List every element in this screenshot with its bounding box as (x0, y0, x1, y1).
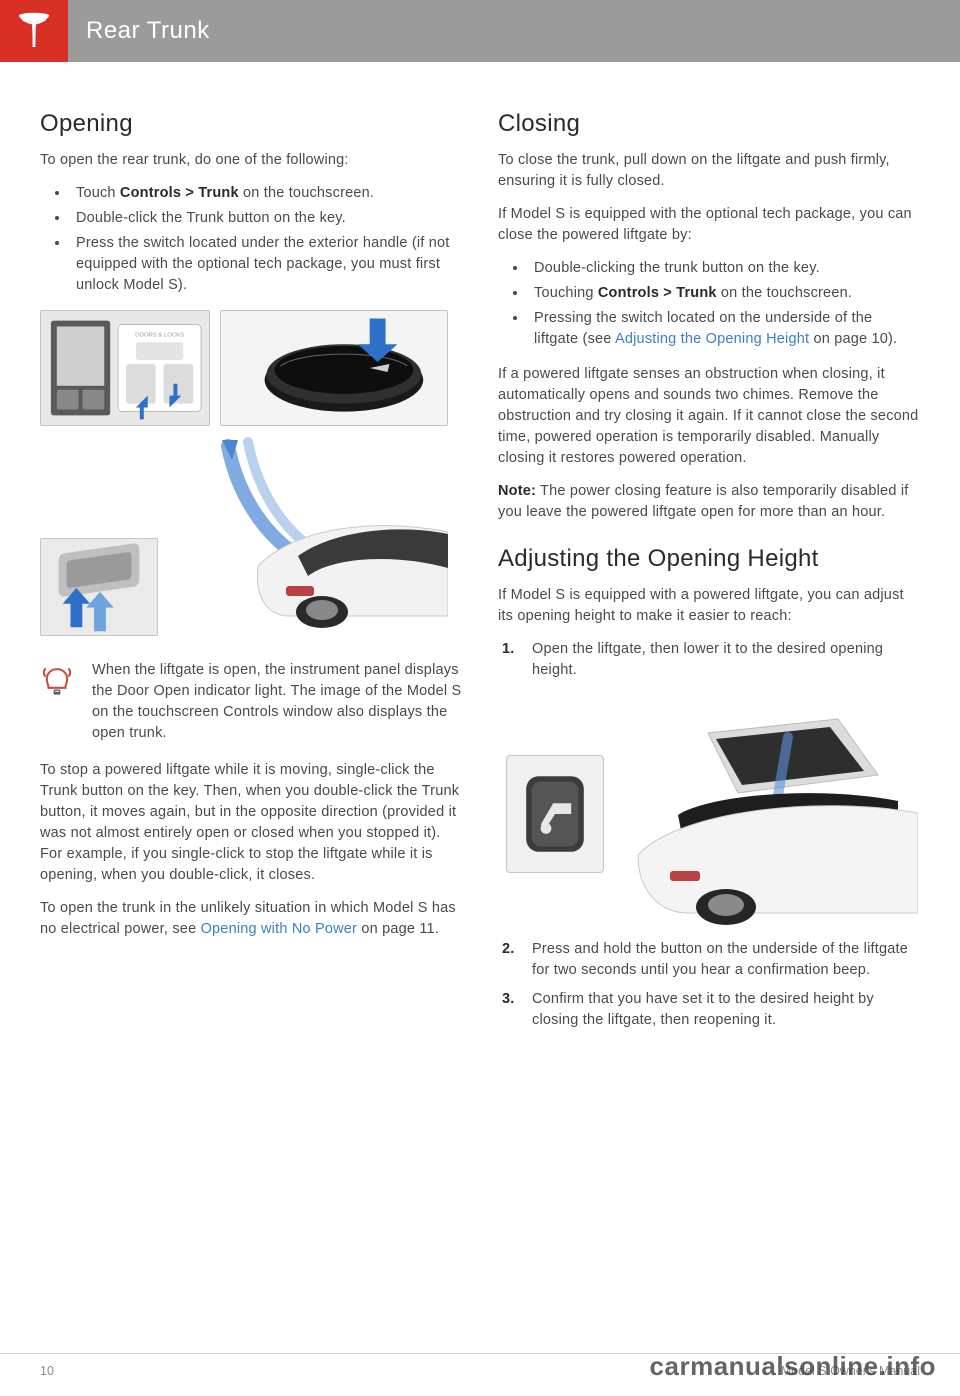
note-para: Note: The power closing feature is also … (498, 481, 920, 523)
stop-liftgate-para: To stop a powered liftgate while it is m… (40, 760, 462, 886)
adjust-steps: Open the liftgate, then lower it to the … (498, 639, 920, 681)
opening-figures: DOORS & LOCKS (40, 310, 462, 636)
figure-car-rear (158, 436, 448, 636)
adjust-step-3: Confirm that you have set it to the desi… (498, 989, 920, 1031)
adjust-intro: If Model S is equipped with a powered li… (498, 585, 920, 627)
opening-bullets: Touch Controls > Trunk on the touchscree… (40, 183, 462, 296)
figure-touchscreen: DOORS & LOCKS (40, 310, 210, 426)
heading-adjusting: Adjusting the Opening Height (498, 545, 920, 573)
no-power-para: To open the trunk in the unlikely situat… (40, 898, 462, 940)
right-column: Closing To close the trunk, pull down on… (498, 110, 920, 1045)
opening-bullet-3: Press the switch located under the exter… (70, 233, 462, 296)
manual-title: Model S Owner's Manual (781, 1364, 920, 1378)
left-column: Opening To open the rear trunk, do one o… (40, 110, 462, 1045)
page-header: Rear Trunk (0, 0, 960, 62)
figure-liftgate-button-inset (506, 755, 604, 873)
opening-bullet-1: Touch Controls > Trunk on the touchscree… (70, 183, 462, 204)
figure-key-fob (220, 310, 448, 426)
heading-opening: Opening (40, 110, 462, 138)
link-adjusting-height[interactable]: Adjusting the Opening Height (615, 331, 809, 347)
tesla-t-icon (15, 12, 53, 50)
closing-intro: To close the trunk, pull down on the lif… (498, 150, 920, 192)
note-label: Note: (498, 483, 536, 499)
obstruction-para: If a powered liftgate senses an obstruct… (498, 364, 920, 469)
adjust-steps-cont: Press and hold the button on the undersi… (498, 939, 920, 1031)
tesla-logo-icon (0, 0, 68, 62)
closing-bullet-1: Double-clicking the trunk button on the … (528, 258, 920, 279)
page-number: 10 (40, 1364, 54, 1378)
link-opening-no-power[interactable]: Opening with No Power (201, 921, 358, 937)
page-title: Rear Trunk (68, 0, 960, 62)
closing-bullets: Double-clicking the trunk button on the … (498, 258, 920, 350)
svg-text:DOORS & LOCKS: DOORS & LOCKS (135, 332, 184, 338)
adjust-step-2: Press and hold the button on the undersi… (498, 939, 920, 981)
door-open-indicator-icon (40, 660, 78, 744)
indicator-text: When the liftgate is open, the instrumen… (92, 660, 462, 744)
closing-tech-intro: If Model S is equipped with the optional… (498, 204, 920, 246)
closing-bullet-2: Touching Controls > Trunk on the touchsc… (528, 283, 920, 304)
opening-bullet-2: Double-click the Trunk button on the key… (70, 208, 462, 229)
heading-closing: Closing (498, 110, 920, 138)
adjust-step-1: Open the liftgate, then lower it to the … (498, 639, 920, 681)
figure-adjust-height (498, 695, 918, 925)
content-area: Opening To open the rear trunk, do one o… (0, 62, 960, 1045)
opening-intro: To open the rear trunk, do one of the fo… (40, 150, 462, 171)
indicator-note: When the liftgate is open, the instrumen… (40, 660, 462, 744)
closing-bullet-3: Pressing the switch located on the under… (528, 308, 920, 350)
figure-handle-switch (40, 538, 158, 636)
page-footer: 10 Model S Owner's Manual (0, 1353, 960, 1396)
